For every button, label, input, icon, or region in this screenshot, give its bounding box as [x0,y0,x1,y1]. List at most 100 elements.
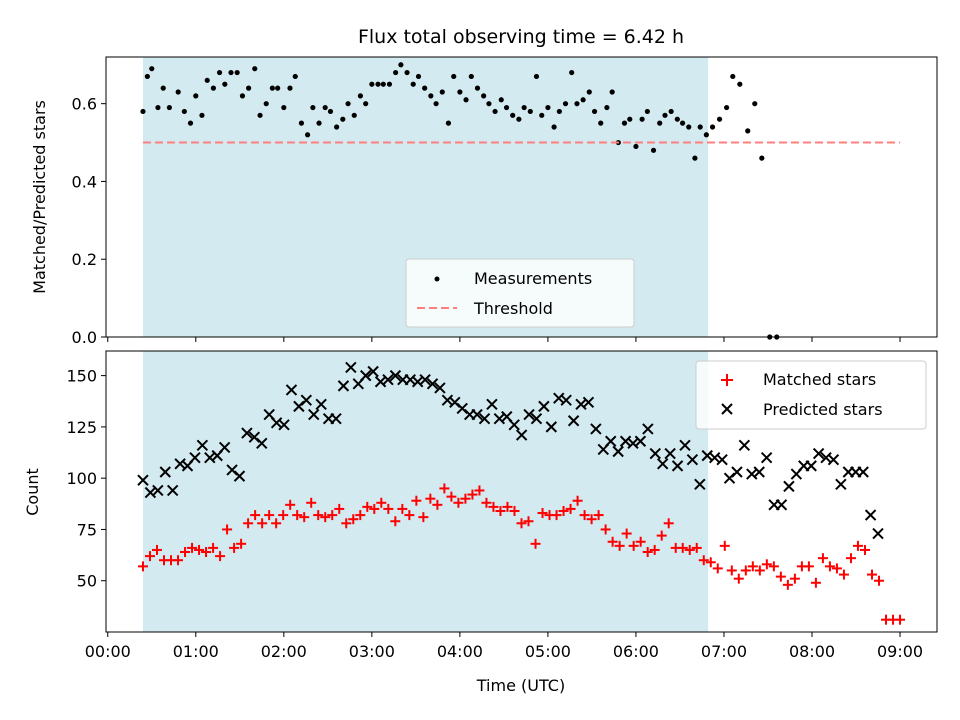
predicted-star-point [567,415,580,427]
matched-star-point [635,536,646,547]
measurement-point [304,132,311,138]
predicted-star-point [671,460,684,472]
x-tick-label: 01:00 [173,642,219,661]
measurement-point [457,89,463,95]
matched-star-point [208,542,219,553]
measurement-point [481,93,487,99]
matched-star-point [418,512,429,523]
matched-star-point [859,544,870,555]
predicted-star-point [560,394,572,406]
matched-star-point [726,565,737,576]
measurement-point [539,112,545,118]
measurement-point [724,104,730,111]
predicted-star-point [686,454,699,466]
predicted-star-point [382,374,394,386]
measurement-point [398,62,404,68]
matched-star-point [144,551,155,562]
x-tick-label: 04:00 [437,642,483,661]
measurement-point [428,93,434,99]
predicted-star-point [367,365,379,378]
predicted-star-point [605,435,617,447]
predicted-star-point [233,470,246,482]
y-tick-label: 0.6 [72,95,97,114]
matched-star-point [215,551,226,562]
measurement-point [521,104,527,111]
matched-star-point [306,497,317,508]
measurement-point [556,108,562,115]
matched-star-point [768,561,779,572]
measurement-point [545,104,551,111]
predicted-star-point [746,468,758,480]
measurement-point [439,89,445,95]
measurement-point [650,147,657,153]
matched-star-point [446,491,457,502]
predicted-star-point [471,408,483,421]
matched-star-point [817,553,828,564]
matched-star-point [488,501,499,512]
x-tick-label: 07:00 [701,642,747,661]
measurement-point [175,89,181,95]
legend-matched-marker [721,374,733,386]
bottom-ylabel: Count [23,468,42,516]
measurement-point [445,120,452,126]
y-tick-label: 0.0 [72,328,97,347]
measurement-point [149,66,155,72]
matched-star-point [866,569,877,580]
x-tick-label: 06:00 [613,642,659,661]
measurement-point [310,104,316,111]
matched-star-point [201,547,212,558]
predicted-star-point [545,421,558,433]
matched-star-point [621,528,632,539]
matched-star-point [222,524,233,535]
measurement-point [327,108,334,115]
top-ylabel: Matched/Predicted stars [30,100,49,294]
predicted-star-point [590,423,602,435]
measurement-point [204,77,210,83]
legend-measurements-marker [434,276,440,282]
measurement-point [692,155,698,161]
matched-star-point [698,555,709,566]
y-tick-label: 0.4 [72,172,97,191]
matched-star-point [607,536,618,547]
matched-star-point [579,510,590,521]
matched-star-point [313,510,324,521]
matched-star-point [383,503,394,514]
matched-star-point [558,505,569,516]
measurement-point [404,69,410,76]
matched-star-point [439,483,450,494]
measurement-point [639,116,645,122]
x-tick-label: 09:00 [877,642,923,661]
measurement-point [281,104,287,111]
legend-measurements-label: Measurements [474,269,592,288]
matched-star-point [803,561,814,572]
matched-star-point [474,485,485,496]
predicted-star-point [389,369,402,382]
matched-star-point [614,540,625,551]
matched-star-point [271,518,282,529]
matched-star-point [649,544,660,555]
matched-star-point [656,530,667,541]
measurement-point [292,73,298,80]
measurement-point [257,112,263,118]
matched-star-point [530,538,541,549]
matched-star-point [824,561,835,572]
matched-star-point [467,489,478,500]
matched-star-point [782,579,793,590]
bottom-axes-frame [105,350,938,633]
measurement-point [674,116,680,122]
matched-star-point [495,505,506,516]
measurement-point [668,108,674,115]
measurement-point [298,120,305,126]
predicted-star-point [708,451,721,464]
predicted-star-point [731,466,743,478]
y-tick-label: 50 [77,572,97,591]
measurement-point [287,85,293,91]
matched-star-point [663,518,674,529]
measurement-point [580,97,586,103]
matched-star-point [754,565,765,576]
matched-star-point [362,501,373,512]
bottom-legend-box [695,360,927,430]
measurement-point [468,73,474,80]
predicted-star-point [315,398,327,411]
predicted-star-point [775,499,788,511]
